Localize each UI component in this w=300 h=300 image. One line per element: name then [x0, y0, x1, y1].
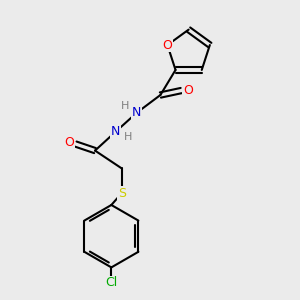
Text: O: O — [163, 38, 172, 52]
Text: O: O — [64, 136, 74, 149]
Text: H: H — [124, 132, 133, 142]
Text: N: N — [111, 125, 121, 138]
Text: H: H — [121, 101, 130, 111]
Text: O: O — [183, 84, 193, 97]
Text: S: S — [118, 187, 126, 200]
Text: N: N — [132, 106, 141, 119]
Text: Cl: Cl — [105, 276, 118, 290]
